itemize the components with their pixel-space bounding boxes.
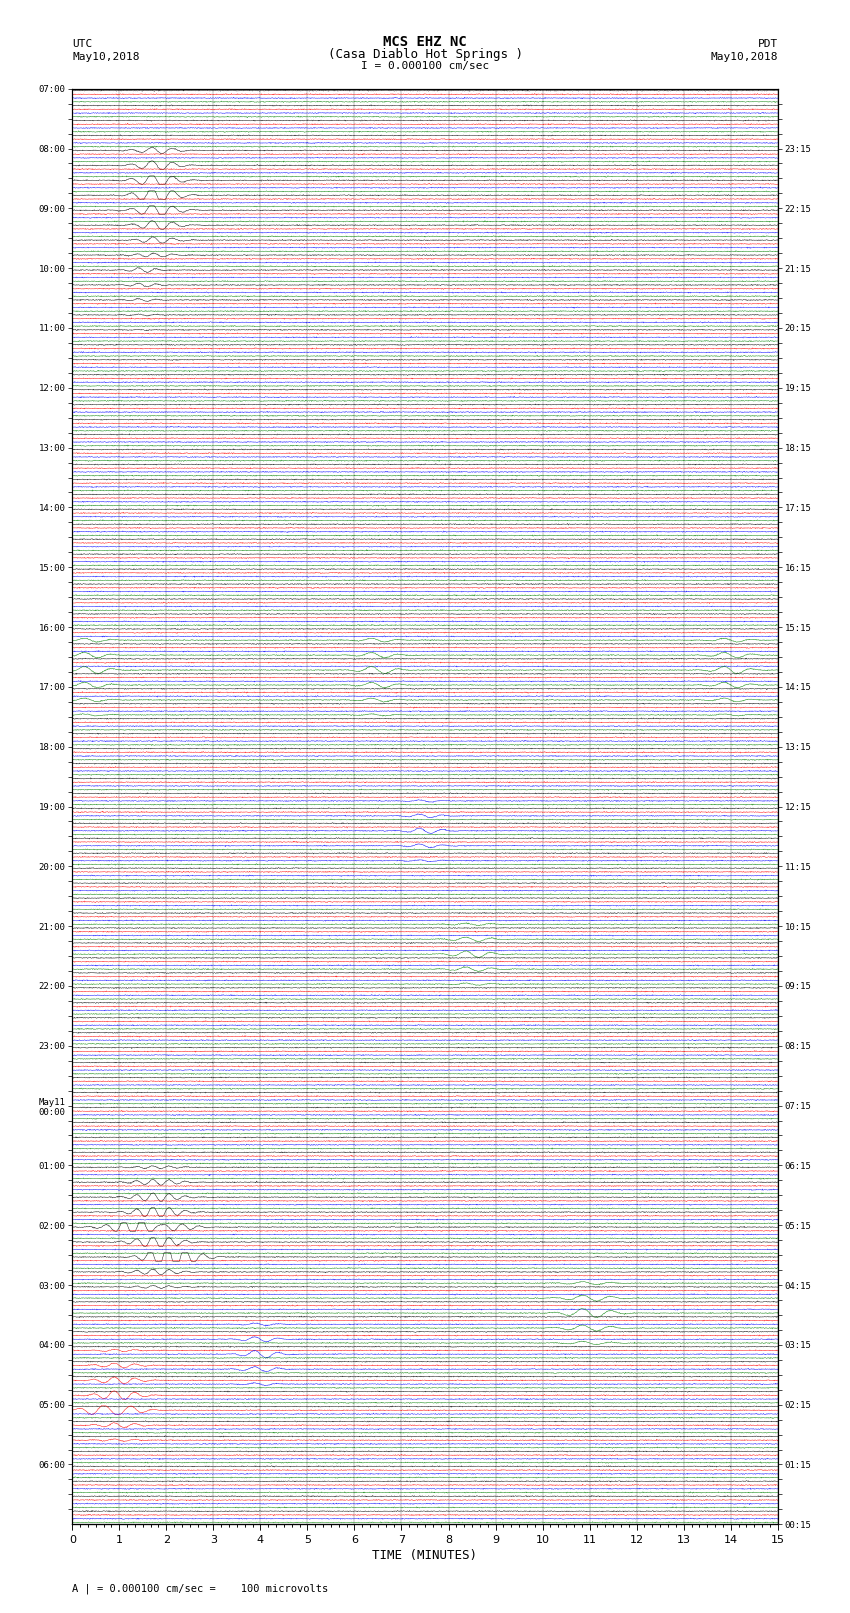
Text: MCS EHZ NC: MCS EHZ NC — [383, 35, 467, 50]
Text: May10,2018: May10,2018 — [711, 52, 778, 61]
Text: A | = 0.000100 cm/sec =    100 microvolts: A | = 0.000100 cm/sec = 100 microvolts — [72, 1582, 328, 1594]
Text: I = 0.000100 cm/sec: I = 0.000100 cm/sec — [361, 61, 489, 71]
Text: (Casa Diablo Hot Springs ): (Casa Diablo Hot Springs ) — [327, 48, 523, 61]
Text: May10,2018: May10,2018 — [72, 52, 139, 61]
X-axis label: TIME (MINUTES): TIME (MINUTES) — [372, 1548, 478, 1561]
Text: PDT: PDT — [757, 39, 778, 48]
Text: UTC: UTC — [72, 39, 93, 48]
